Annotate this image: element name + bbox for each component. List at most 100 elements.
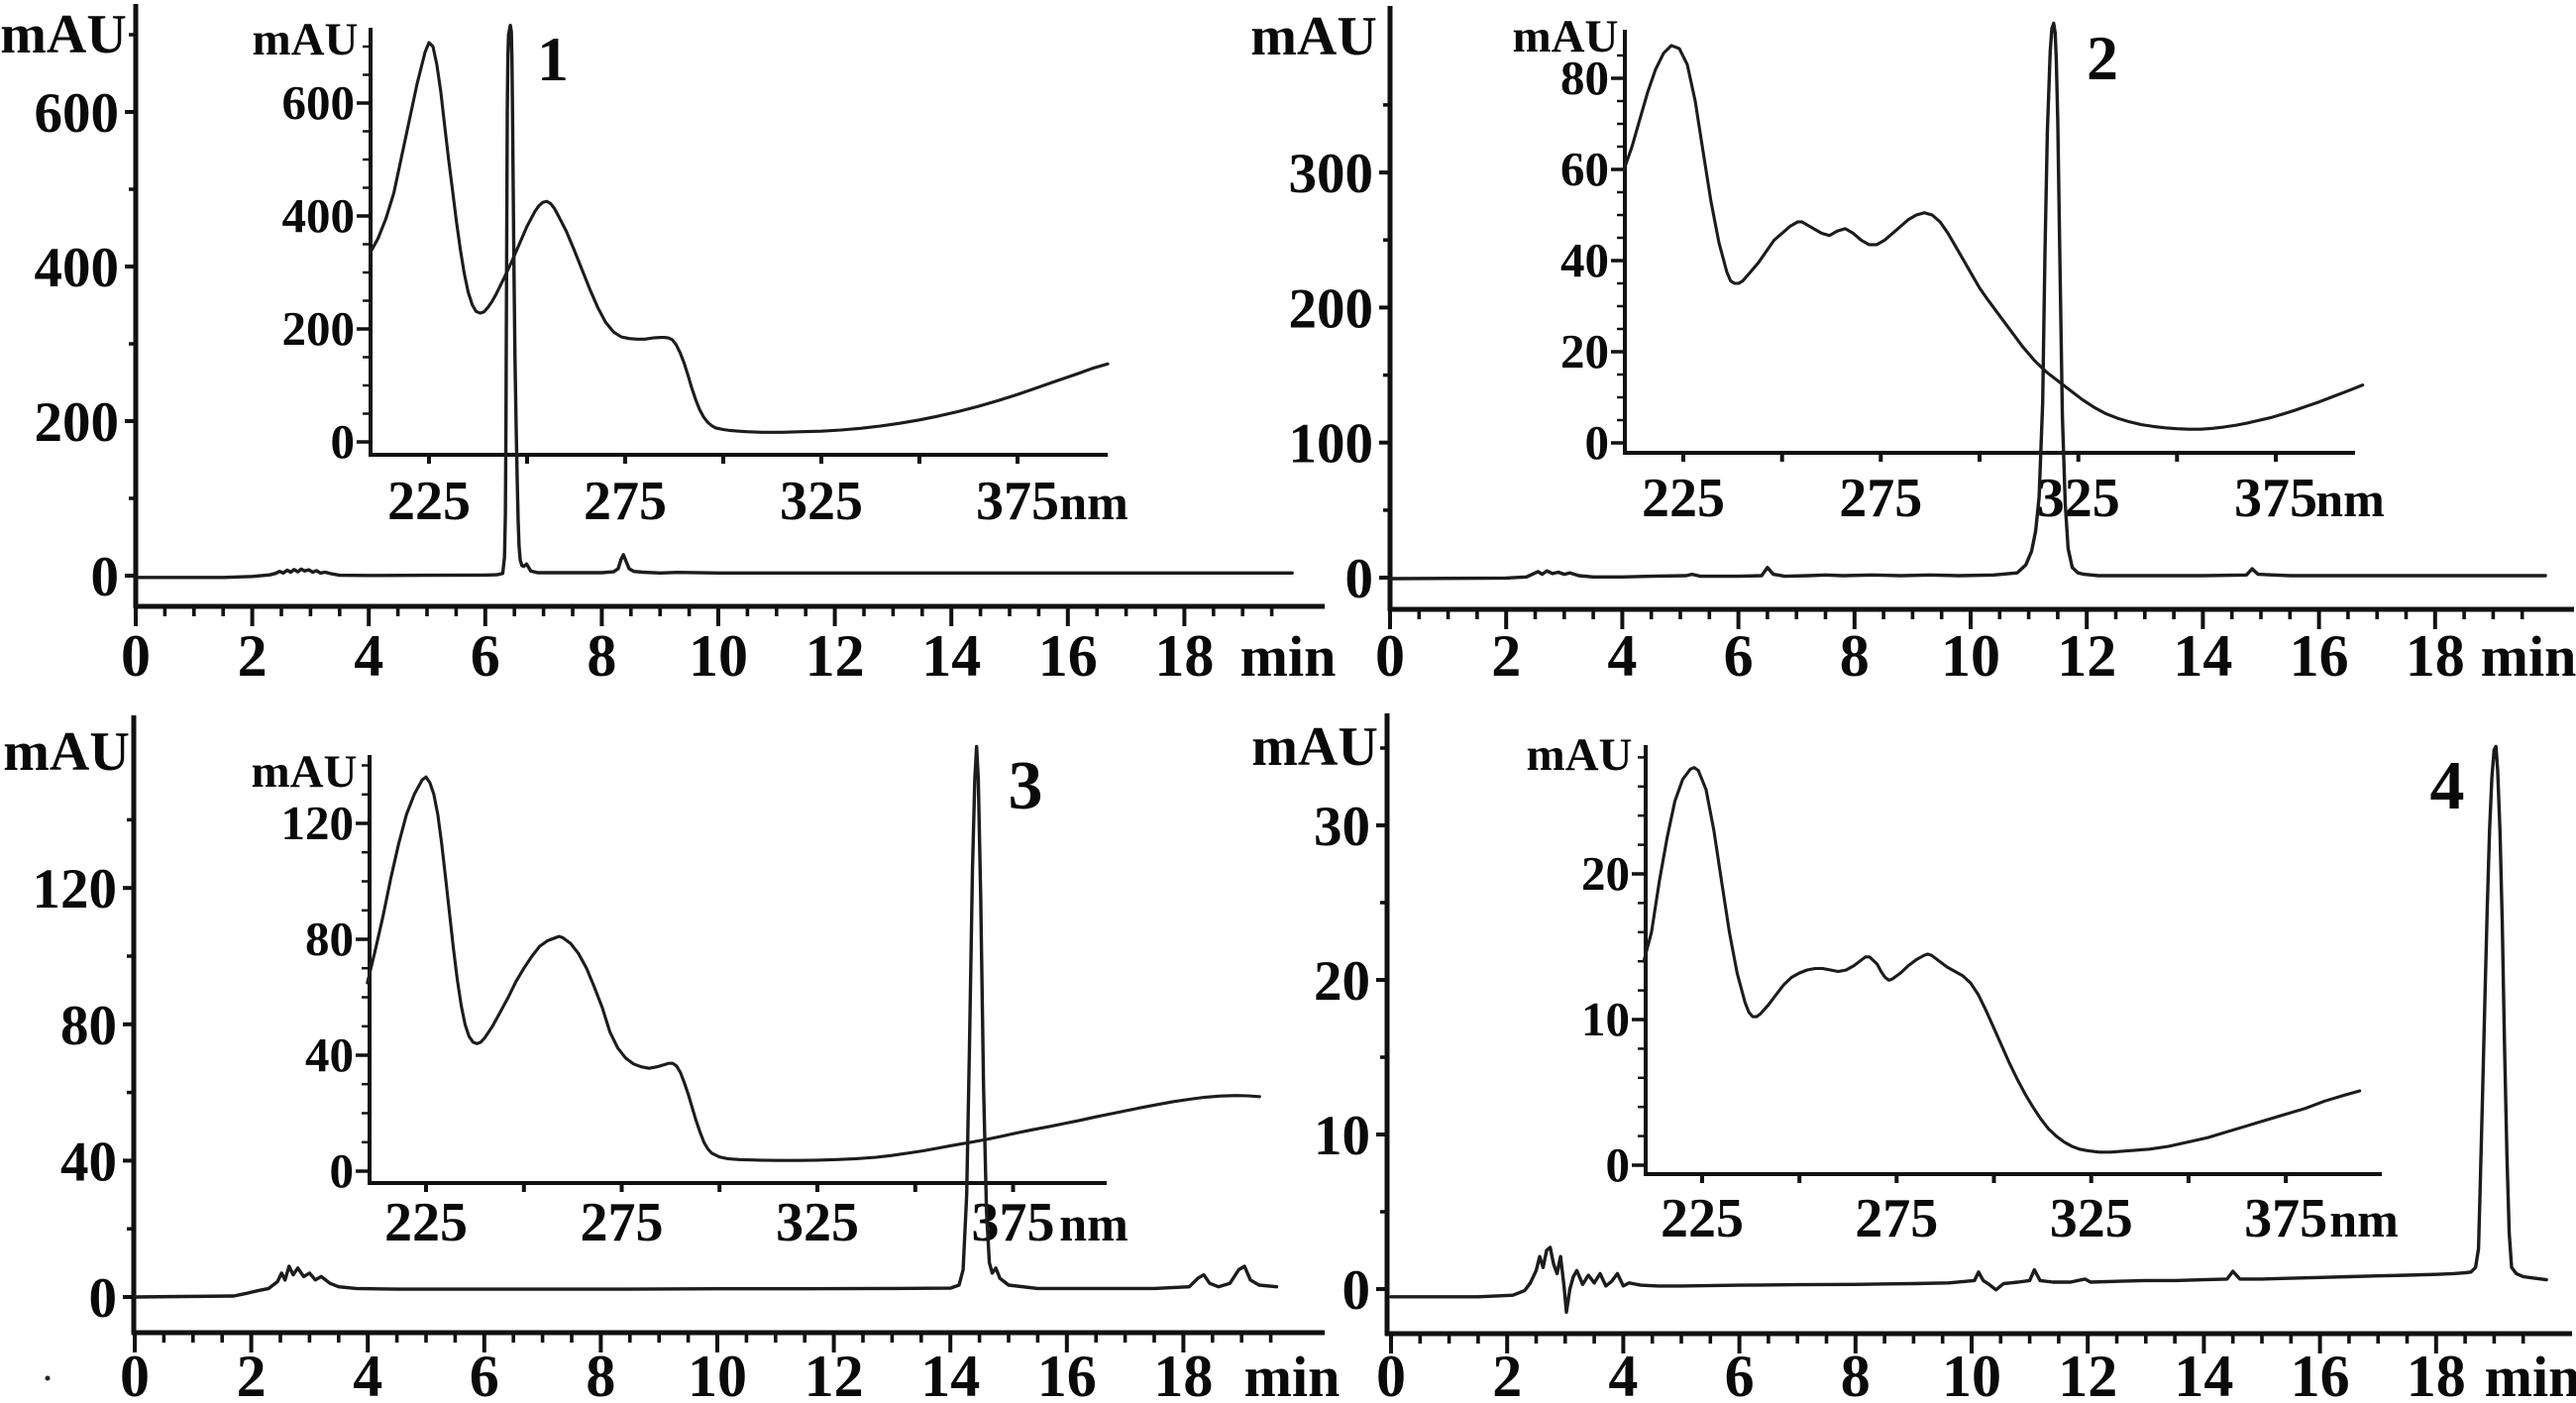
svg-text:min: min: [1244, 1345, 1341, 1403]
svg-text:275: 275: [1855, 1188, 1938, 1249]
svg-text:40: 40: [1560, 233, 1609, 287]
svg-text:2: 2: [238, 623, 268, 689]
svg-text:2: 2: [1491, 623, 1521, 689]
svg-text:nm: nm: [2315, 472, 2384, 527]
svg-text:10: 10: [1941, 623, 2000, 689]
svg-text:0: 0: [1375, 623, 1405, 689]
svg-text:18: 18: [1153, 1344, 1213, 1403]
svg-text:0: 0: [1606, 1137, 1631, 1192]
svg-text:8: 8: [1841, 1344, 1871, 1403]
svg-text:6: 6: [1725, 1344, 1755, 1403]
svg-text:6: 6: [471, 623, 500, 689]
svg-text:16: 16: [1037, 1344, 1097, 1403]
svg-text:120: 120: [33, 858, 118, 920]
svg-text:4: 4: [1608, 1344, 1638, 1403]
svg-text:0: 0: [330, 1143, 355, 1198]
svg-text:12: 12: [2057, 623, 2116, 689]
svg-text:min: min: [2485, 1345, 2576, 1403]
svg-text:325: 325: [2037, 468, 2120, 529]
svg-text:16: 16: [2290, 623, 2349, 689]
svg-text:10: 10: [1314, 1105, 1370, 1167]
svg-text:0: 0: [1585, 415, 1610, 470]
svg-text:4: 4: [353, 1344, 382, 1403]
svg-text:0: 0: [1376, 1344, 1406, 1403]
svg-text:225: 225: [387, 471, 471, 532]
svg-text:3: 3: [1009, 748, 1043, 824]
svg-text:4: 4: [354, 623, 383, 689]
svg-text:18: 18: [2406, 623, 2465, 689]
svg-text:2: 2: [2087, 23, 2118, 93]
svg-text:275: 275: [1839, 468, 1922, 529]
svg-text:4: 4: [1607, 623, 1637, 689]
svg-text:30: 30: [1314, 796, 1370, 858]
svg-text:375: 375: [972, 1192, 1055, 1253]
svg-text:80: 80: [1560, 51, 1609, 105]
svg-text:1: 1: [537, 24, 569, 94]
svg-text:325: 325: [2050, 1188, 2133, 1249]
svg-text:400: 400: [282, 188, 356, 243]
svg-text:nm: nm: [1059, 475, 1127, 530]
svg-text:0: 0: [91, 546, 120, 608]
svg-text:16: 16: [1038, 623, 1098, 689]
svg-text:4: 4: [2430, 748, 2465, 824]
svg-text:200: 200: [35, 391, 120, 454]
svg-text:10: 10: [689, 623, 748, 689]
svg-text:40: 40: [305, 1027, 354, 1082]
svg-text:nm: nm: [2329, 1192, 2398, 1247]
svg-text:375: 375: [2234, 468, 2317, 529]
svg-text:375: 375: [2244, 1188, 2327, 1249]
svg-text:0: 0: [120, 1344, 150, 1403]
svg-text:nm: nm: [1059, 1196, 1127, 1251]
svg-text:400: 400: [35, 237, 120, 299]
svg-text:0: 0: [1345, 548, 1374, 610]
svg-text:10: 10: [1581, 992, 1630, 1046]
svg-text:min: min: [1240, 624, 1337, 689]
svg-text:12: 12: [805, 623, 865, 689]
svg-text:mAU: mAU: [1512, 11, 1618, 62]
svg-text:14: 14: [920, 1344, 980, 1403]
svg-text:14: 14: [2173, 623, 2232, 689]
svg-text:200: 200: [282, 301, 356, 356]
svg-text:0: 0: [331, 414, 356, 469]
svg-text:14: 14: [921, 623, 981, 689]
svg-text:60: 60: [1560, 142, 1609, 196]
svg-text:275: 275: [581, 1192, 664, 1253]
svg-text:mAU: mAU: [251, 746, 357, 798]
svg-text:6: 6: [1724, 623, 1754, 689]
svg-text:2: 2: [1492, 1344, 1522, 1403]
svg-text:10: 10: [1942, 1344, 2001, 1403]
svg-text:16: 16: [2291, 1344, 2350, 1403]
svg-text:0: 0: [1342, 1259, 1371, 1322]
svg-text:0: 0: [89, 1267, 118, 1330]
svg-text:mAU: mAU: [1251, 716, 1378, 778]
svg-text:mAU: mAU: [0, 4, 127, 65]
svg-text:6: 6: [470, 1344, 499, 1403]
svg-text:min: min: [2481, 624, 2576, 689]
svg-text:275: 275: [584, 471, 667, 532]
svg-text:20: 20: [1314, 950, 1370, 1013]
svg-text:300: 300: [1289, 143, 1374, 205]
svg-text:8: 8: [586, 1344, 615, 1403]
svg-text:mAU: mAU: [1250, 6, 1377, 67]
svg-text:20: 20: [1560, 324, 1609, 378]
svg-text:mAU: mAU: [1526, 729, 1632, 781]
svg-text:600: 600: [35, 82, 120, 145]
svg-text:10: 10: [688, 1344, 747, 1403]
svg-text:mAU: mAU: [252, 14, 358, 65]
svg-text:80: 80: [60, 995, 117, 1057]
svg-text:0: 0: [121, 623, 151, 689]
svg-text:12: 12: [2058, 1344, 2117, 1403]
svg-text:375: 375: [976, 471, 1059, 532]
svg-text:600: 600: [282, 75, 356, 130]
svg-text:12: 12: [805, 1344, 864, 1403]
svg-text:225: 225: [384, 1192, 468, 1253]
svg-text:8: 8: [587, 623, 616, 689]
svg-text:18: 18: [2407, 1344, 2466, 1403]
svg-text:325: 325: [776, 1192, 859, 1253]
svg-text:18: 18: [1154, 623, 1214, 689]
svg-text:mAU: mAU: [3, 721, 130, 783]
svg-text:200: 200: [1289, 277, 1374, 340]
svg-text:40: 40: [60, 1131, 117, 1193]
svg-text:225: 225: [1642, 468, 1725, 529]
svg-text:80: 80: [305, 912, 354, 966]
